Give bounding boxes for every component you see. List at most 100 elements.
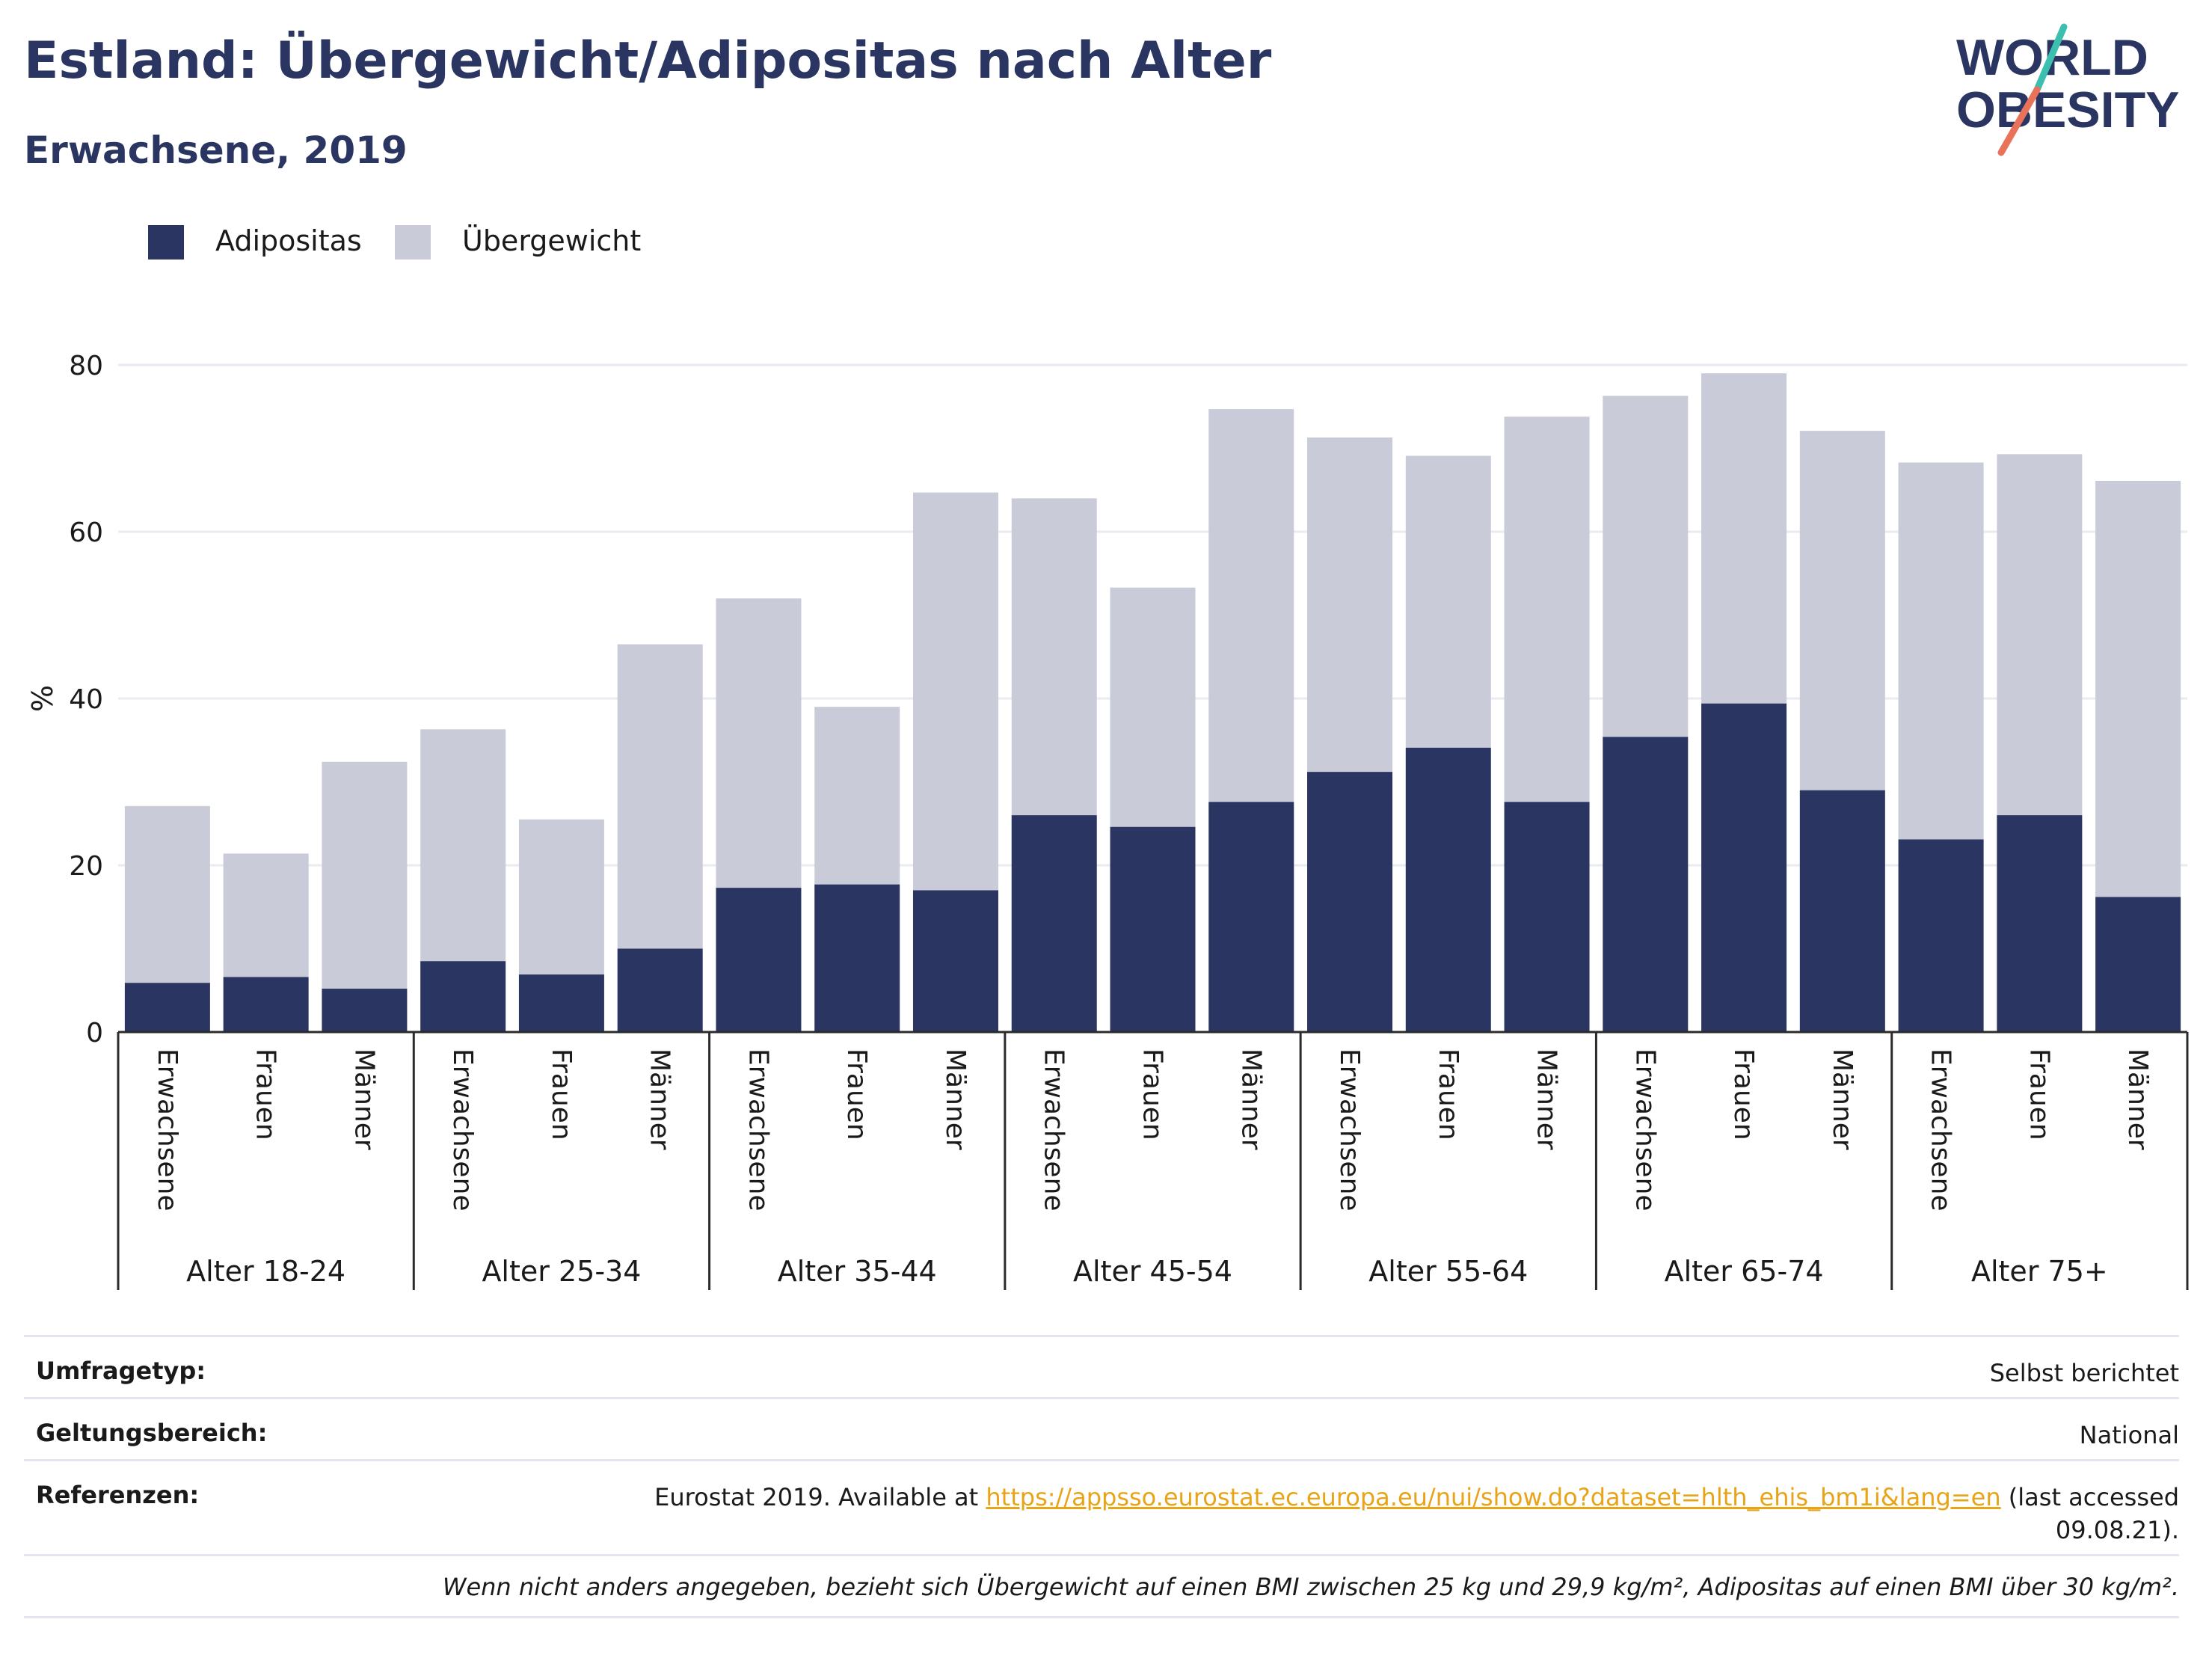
scope-value: National xyxy=(2079,1421,2179,1449)
bar-adipositas xyxy=(322,989,408,1032)
bar-adipositas xyxy=(1208,802,1294,1032)
bar-uebergewicht xyxy=(322,761,408,989)
x-category-label: Männer xyxy=(1531,1048,1562,1150)
x-category-label: Frauen xyxy=(1728,1048,1759,1140)
references-prefix: Eurostat 2019. Available at xyxy=(654,1483,986,1511)
x-category-label: Männer xyxy=(348,1048,379,1150)
x-category-label: Frauen xyxy=(546,1048,577,1140)
x-group-label: Alter 45-54 xyxy=(1073,1255,1232,1288)
bar-uebergewicht xyxy=(1997,454,2083,816)
x-category-label: Erwachsene xyxy=(152,1048,182,1212)
logo-text-obesity: OBESITY xyxy=(1956,82,2180,138)
y-tick-label: 80 xyxy=(69,351,103,381)
x-group-label: Alter 65-74 xyxy=(1665,1255,1824,1288)
page-title: Estland: Übergewicht/Adipositas nach Alt… xyxy=(24,31,1272,90)
x-group-label: Alter 55-64 xyxy=(1368,1255,1528,1288)
x-category-label: Männer xyxy=(645,1048,675,1150)
survey-type-value: Selbst berichtet xyxy=(1989,1359,2179,1387)
references-value: Eurostat 2019. Available at https://apps… xyxy=(654,1481,2179,1547)
bar-adipositas xyxy=(1603,737,1689,1032)
y-tick-label: 20 xyxy=(69,851,103,882)
scope-label: Geltungsbereich: xyxy=(36,1419,268,1447)
bar-adipositas xyxy=(1701,703,1787,1032)
bar-uebergewicht xyxy=(814,707,900,885)
bar-uebergewicht xyxy=(1208,409,1294,802)
bar-adipositas xyxy=(1405,747,1491,1032)
survey-type-label: Umfragetyp: xyxy=(36,1357,206,1385)
x-category-label: Männer xyxy=(2122,1048,2153,1150)
references-link[interactable]: https://appsso.eurostat.ec.europa.eu/nui… xyxy=(986,1483,2001,1511)
bar-adipositas xyxy=(1110,826,1196,1032)
bar-adipositas xyxy=(420,961,506,1032)
bar-adipositas xyxy=(1307,772,1393,1032)
bar-adipositas xyxy=(1997,815,2083,1032)
y-tick-label: 60 xyxy=(69,518,103,548)
bar-uebergewicht xyxy=(1110,587,1196,827)
legend-label-uebergewicht: Übergewicht xyxy=(462,224,642,257)
bar-uebergewicht xyxy=(1307,437,1393,773)
bar-uebergewicht xyxy=(2095,480,2181,897)
bar-adipositas xyxy=(124,983,210,1032)
x-category-label: Erwachsene xyxy=(1926,1048,1956,1212)
x-category-label: Frauen xyxy=(2024,1048,2054,1140)
x-category-label: Erwachsene xyxy=(1629,1048,1660,1212)
x-category-label: Männer xyxy=(1827,1048,1858,1150)
bar-uebergewicht xyxy=(124,805,210,983)
bar-uebergewicht xyxy=(1405,455,1491,748)
page-subtitle: Erwachsene, 2019 xyxy=(24,129,408,172)
bar-adipositas xyxy=(912,890,998,1032)
logo-slash-teal xyxy=(2033,23,2068,93)
bar-adipositas xyxy=(1011,815,1097,1032)
x-group-label: Alter 25-34 xyxy=(482,1255,641,1288)
bar-adipositas xyxy=(1504,802,1590,1032)
info-row-scope: Geltungsbereich: National xyxy=(24,1397,2179,1459)
bar-uebergewicht xyxy=(518,819,604,975)
y-axis-label: % xyxy=(26,685,59,712)
bar-adipositas xyxy=(1799,790,1885,1032)
info-table: Umfragetyp: Selbst berichtet Geltungsber… xyxy=(24,1335,2179,1618)
references-label: Referenzen: xyxy=(36,1481,200,1509)
bar-uebergewicht xyxy=(1603,396,1689,737)
x-category-label: Erwachsene xyxy=(1334,1048,1365,1212)
definition-note: Wenn nicht anders angegeben, bezieht sic… xyxy=(442,1573,2179,1601)
bar-uebergewicht xyxy=(1799,431,1885,790)
bar-adipositas xyxy=(2095,897,2181,1032)
x-group-label: Alter 75+ xyxy=(1971,1255,2108,1288)
info-bottom-rule xyxy=(24,1616,2179,1618)
x-group-label: Alter 18-24 xyxy=(186,1255,345,1288)
legend-swatch-uebergewicht xyxy=(395,225,431,260)
x-category-label: Frauen xyxy=(251,1048,281,1140)
info-row-note: Wenn nicht anders angegeben, bezieht sic… xyxy=(24,1554,2179,1616)
references-line-2: 09.08.21). xyxy=(2055,1516,2179,1544)
x-category-label: Männer xyxy=(940,1048,971,1150)
legend-swatch-adipositas xyxy=(148,225,184,260)
bar-uebergewicht xyxy=(1898,462,1984,840)
bar-adipositas xyxy=(814,884,900,1032)
x-category-label: Erwachsene xyxy=(743,1048,773,1212)
bar-uebergewicht xyxy=(223,853,309,977)
bar-adipositas xyxy=(518,974,604,1032)
world-obesity-logo: WORLD OBESITY xyxy=(1956,23,2180,156)
x-category-label: Frauen xyxy=(841,1048,872,1140)
legend-label-adipositas: Adipositas xyxy=(215,224,362,257)
x-category-label: Männer xyxy=(1235,1048,1266,1150)
references-line-1: Eurostat 2019. Available at https://apps… xyxy=(654,1481,2179,1514)
y-tick-label: 0 xyxy=(86,1018,103,1048)
bar-adipositas xyxy=(617,948,703,1032)
bar-uebergewicht xyxy=(420,729,506,962)
bar-uebergewicht xyxy=(1504,417,1590,802)
y-tick-label: 40 xyxy=(69,684,103,715)
bar-uebergewicht xyxy=(617,644,703,949)
x-category-label: Frauen xyxy=(1433,1048,1463,1140)
x-category-label: Erwachsene xyxy=(1039,1048,1069,1212)
x-category-label: Erwachsene xyxy=(447,1048,478,1212)
logo-slash-orange xyxy=(1997,86,2041,156)
info-row-references: Referenzen: Eurostat 2019. Available at … xyxy=(24,1459,2179,1554)
bar-adipositas xyxy=(223,977,309,1032)
bar-adipositas xyxy=(1898,839,1984,1032)
x-group-label: Alter 35-44 xyxy=(778,1255,937,1288)
bar-uebergewicht xyxy=(716,598,802,888)
bar-adipositas xyxy=(716,888,802,1032)
stacked-bar-chart: 0 20 40 60 80% Erwachsene Frauen Männer Alter 18… xyxy=(26,351,2189,1290)
